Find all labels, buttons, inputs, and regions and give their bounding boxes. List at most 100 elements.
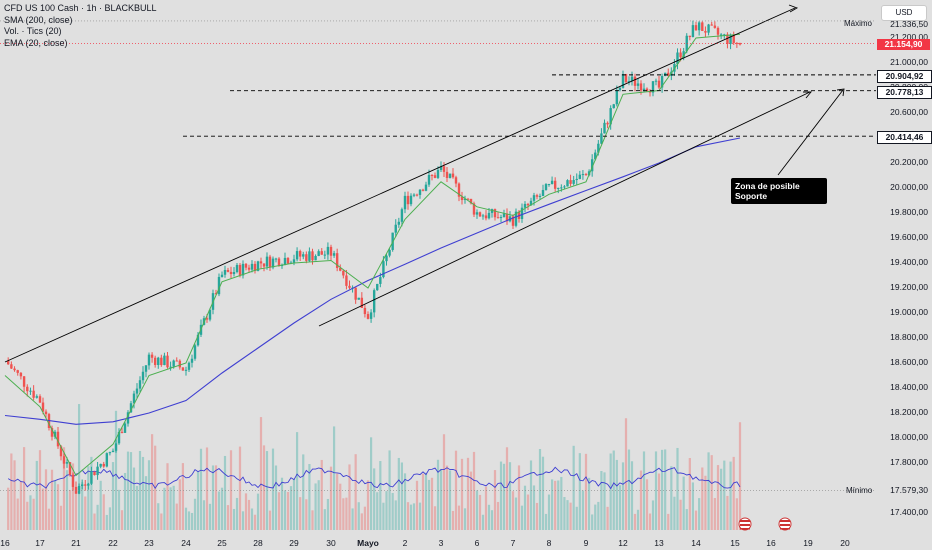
volume-bar <box>469 471 473 530</box>
volume-bar <box>105 514 108 530</box>
candle <box>704 30 707 33</box>
candle <box>138 380 142 389</box>
time-tick-label: 28 <box>253 538 263 548</box>
level-tag-3: 20.414,46 <box>877 131 932 144</box>
candle <box>105 453 109 467</box>
candle <box>651 81 655 93</box>
sma-legend[interactable]: SMA (200, close) <box>4 14 73 25</box>
candle <box>366 314 370 319</box>
candle <box>265 256 269 267</box>
time-tick-label: 16 <box>0 538 10 548</box>
candle <box>442 166 446 172</box>
volume-bar <box>311 510 314 530</box>
candle <box>144 365 148 372</box>
candle <box>584 174 588 176</box>
volume-bar <box>400 462 404 530</box>
candle <box>120 431 124 433</box>
candle <box>535 195 539 197</box>
volume-bar <box>87 466 90 530</box>
candle <box>490 209 494 213</box>
volume-bar <box>584 453 588 530</box>
volume-bar <box>487 504 491 530</box>
volume-bar <box>253 514 257 530</box>
candle <box>424 184 428 191</box>
volume-bar <box>587 477 591 530</box>
candle <box>735 42 739 44</box>
volume-bar <box>214 465 218 530</box>
volume-bar <box>382 502 385 530</box>
volume-bar <box>29 495 32 530</box>
volume-bar <box>150 434 154 530</box>
support-callout[interactable]: Zona de posible Soporte <box>731 178 827 204</box>
volume-bar <box>226 505 230 530</box>
candle <box>701 22 704 31</box>
candle <box>308 251 311 261</box>
candle <box>597 143 600 153</box>
candle <box>16 370 19 373</box>
candle <box>348 285 351 288</box>
volume-bar <box>707 452 710 530</box>
candle <box>235 264 239 273</box>
volume-bar <box>202 500 206 530</box>
candle <box>19 372 23 377</box>
volume-bar <box>326 498 330 530</box>
volume-bar <box>418 502 422 530</box>
volume-bar <box>729 461 732 530</box>
candle <box>354 287 357 300</box>
candle <box>427 174 431 185</box>
ema-legend[interactable]: EMA (20, close) <box>4 37 68 48</box>
candle <box>102 463 105 467</box>
callout-pointer-line <box>777 89 844 176</box>
volume-bar <box>308 464 311 530</box>
volume-bar <box>505 447 509 530</box>
volume-bar <box>457 505 461 530</box>
candle <box>526 203 530 206</box>
candle <box>716 27 720 35</box>
candle <box>71 474 75 487</box>
candle <box>238 264 242 276</box>
volume-bar <box>606 506 609 530</box>
volume-bar <box>262 445 266 530</box>
candle <box>302 254 305 257</box>
candle <box>609 108 612 125</box>
volume-bar <box>657 473 661 530</box>
volume-bar <box>329 466 333 530</box>
time-tick-label: 15 <box>730 538 740 548</box>
volume-bar <box>526 494 530 530</box>
volume-bar <box>114 410 118 530</box>
volume-legend[interactable]: Vol. · Tics (20) <box>4 26 62 36</box>
candle <box>514 211 518 226</box>
candle <box>277 258 281 267</box>
candle <box>360 297 364 308</box>
volume-bar <box>645 479 649 530</box>
symbol-title[interactable]: CFD US 100 Cash · 1h · BLACKBULL <box>4 3 157 13</box>
volume-bar <box>532 485 536 530</box>
candle <box>557 187 560 189</box>
volume-bar <box>502 463 506 530</box>
price-tick-label: 21.000,00 <box>890 57 928 67</box>
volume-bar <box>581 490 585 530</box>
candle <box>469 198 473 204</box>
volume-bar <box>704 475 707 530</box>
volume-bar <box>633 513 637 530</box>
candle <box>496 217 500 219</box>
sma-200-line <box>4 137 741 425</box>
candle <box>65 462 69 464</box>
volume-bar <box>244 493 248 530</box>
candle <box>250 263 254 270</box>
volume-bar <box>117 489 121 530</box>
candle <box>547 183 551 185</box>
candle <box>217 276 221 295</box>
candle <box>56 431 60 447</box>
volume-bar <box>229 450 233 530</box>
time-tick-label: 29 <box>289 538 299 548</box>
candle <box>569 180 572 184</box>
volume-bar <box>615 459 618 530</box>
candle <box>96 466 99 476</box>
currency-button[interactable]: USD <box>881 5 927 21</box>
volume-bar <box>147 460 151 530</box>
volume-bar <box>332 426 336 530</box>
volume-bar <box>342 498 345 530</box>
